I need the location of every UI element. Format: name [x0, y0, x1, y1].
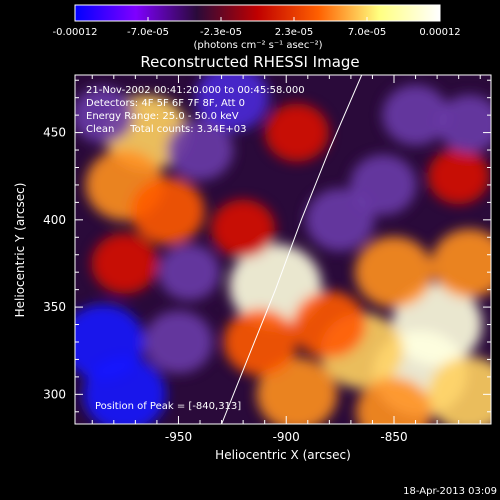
- x-tick-label-0: -950: [165, 430, 192, 444]
- heatmap-blob: [382, 84, 449, 146]
- heatmap-blob: [265, 103, 329, 162]
- colorbar-unit-label: (photons cm⁻² s⁻¹ asec⁻²): [193, 40, 322, 51]
- heatmap-blob: [211, 199, 276, 258]
- heatmap-blob: [83, 356, 167, 424]
- annotation-time-range: 21-Nov-2002 00:41:20.000 to 00:45:58.000: [86, 85, 305, 96]
- y-axis-label: Heliocentric Y (arcsec): [13, 183, 27, 318]
- y-tick-label-2: 400: [43, 213, 66, 227]
- heatmap-blob: [158, 244, 220, 301]
- colorbar-tick-1: -7.0e-05: [127, 27, 169, 38]
- heatmap-blob: [431, 229, 491, 298]
- peak-position-label: Position of Peak = [-840,313]: [95, 401, 241, 412]
- colorbar: [74, 4, 441, 22]
- heatmap-image: [75, 75, 491, 424]
- x-tick-label-2: -850: [380, 430, 407, 444]
- colorbar-tick-5: 0.00012: [419, 27, 460, 38]
- colorbar-tick-0: -0.00012: [53, 27, 98, 38]
- heatmap-blob: [305, 188, 375, 252]
- heatmap-blob: [392, 283, 483, 366]
- heatmap-blob: [223, 308, 298, 376]
- heatmap-blob: [91, 233, 158, 294]
- colorbar-tick-4: 7.0e-05: [348, 27, 386, 38]
- heatmap-blob: [144, 310, 213, 374]
- y-tick-label-1: 350: [43, 300, 66, 314]
- heatmap-blob: [427, 356, 491, 424]
- annotation-detectors: Detectors: 4F 5F 6F 7F 8F, Att 0: [86, 98, 245, 109]
- heatmap-blob: [256, 357, 338, 424]
- timestamp: 18-Apr-2013 03:09: [403, 486, 497, 497]
- plot-frame: [74, 74, 492, 425]
- annotation-clean-counts: Clean Total counts: 3.34E+03: [86, 124, 246, 135]
- heatmap-blob: [350, 154, 417, 216]
- axis-ticks: [75, 75, 491, 424]
- solar-limb-curve: [221, 75, 363, 424]
- annotation-energy-range: Energy Range: 25.0 - 50.0 keV: [86, 111, 239, 122]
- heatmap-blob: [356, 377, 432, 424]
- heatmap-blob: [292, 291, 367, 358]
- heatmap-blob: [130, 177, 205, 245]
- heatmap-blob: [437, 94, 491, 153]
- y-tick-label-0: 300: [43, 387, 66, 401]
- x-tick-label-1: -900: [273, 430, 300, 444]
- heatmap-blob: [166, 119, 234, 181]
- heatmap-blob: [427, 148, 490, 205]
- colorbar-tick-2: -2.3e-05: [200, 27, 242, 38]
- x-axis-label: Heliocentric X (arcsec): [215, 448, 351, 462]
- colorbar-tick-3: 2.3e-05: [275, 27, 313, 38]
- chart-title: Reconstructed RHESSI Image: [140, 53, 359, 71]
- heatmap-blob: [354, 236, 434, 308]
- colorbar-ticks: [74, 17, 441, 21]
- heatmap-blob: [75, 87, 134, 144]
- heatmap-blob: [195, 75, 270, 132]
- y-tick-label-3: 450: [43, 126, 66, 140]
